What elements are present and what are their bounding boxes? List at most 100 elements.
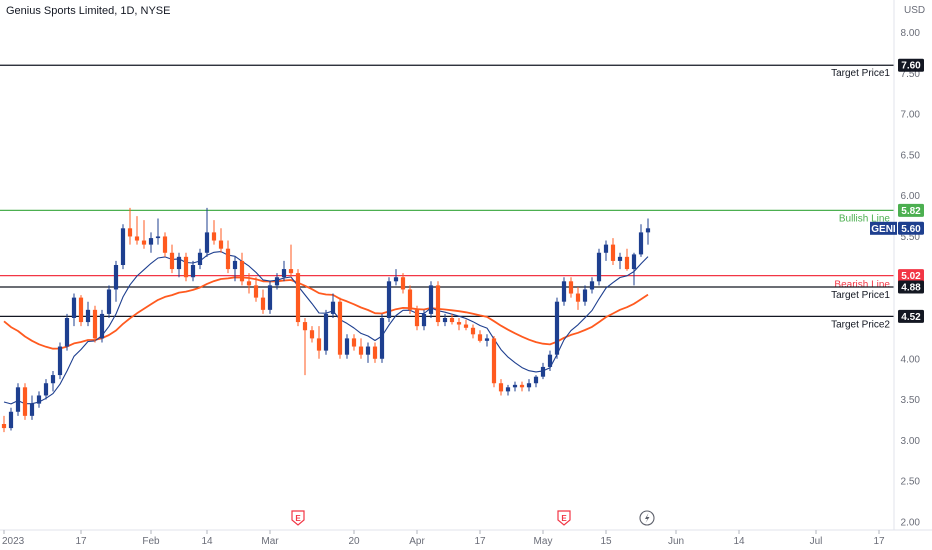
candle — [8, 407, 14, 431]
candle — [281, 260, 287, 282]
candle — [379, 313, 385, 363]
candle — [162, 232, 168, 257]
candle — [183, 252, 189, 282]
candle — [435, 281, 441, 327]
candle-body — [141, 240, 147, 245]
candle-body — [379, 318, 385, 359]
candle — [568, 277, 574, 298]
candle — [323, 309, 329, 355]
time-axis[interactable]: 2023 17 Feb 14 Mar 20 Apr 17 May 15 Jun 14 Jul 17 — [2, 530, 885, 547]
candle — [428, 281, 434, 318]
lightning-icon[interactable] — [639, 510, 655, 526]
candle-body — [204, 232, 210, 253]
candle — [155, 218, 161, 245]
time-tick-label: Jun — [668, 536, 684, 547]
candle-body — [169, 252, 175, 270]
candle — [589, 277, 595, 294]
candle — [645, 218, 651, 245]
candle-body — [274, 277, 280, 286]
candle — [386, 277, 392, 323]
candle-body — [225, 248, 231, 270]
candle-body — [540, 366, 546, 377]
candle — [253, 277, 259, 302]
candle — [197, 248, 203, 270]
candle — [477, 330, 483, 343]
candle-body — [330, 301, 336, 314]
price-tick-label: 8.00 — [901, 28, 921, 39]
earnings-marker-icon[interactable]: E — [557, 510, 571, 526]
candle — [358, 338, 364, 359]
candle-body — [43, 383, 49, 396]
candle-body — [603, 244, 609, 253]
slow-moving-average-line — [3, 276, 649, 350]
candle-body — [526, 383, 532, 388]
candle-body — [596, 252, 602, 282]
candle-body — [302, 322, 308, 331]
candle — [372, 342, 378, 363]
candle-body — [176, 256, 182, 270]
candle — [491, 335, 497, 388]
candle — [92, 305, 98, 343]
earnings-marker-icon[interactable]: E — [291, 510, 305, 526]
level-label-1: Bullish Line — [839, 213, 891, 224]
candle-body — [617, 256, 623, 261]
candle-body — [267, 285, 273, 310]
candle-body — [505, 387, 511, 392]
candle — [316, 326, 322, 359]
candle-body — [134, 236, 140, 241]
candle — [547, 350, 553, 371]
candle-body — [57, 346, 63, 376]
candle — [106, 285, 112, 318]
candle — [57, 342, 63, 380]
candle — [148, 232, 154, 253]
candle-body — [365, 346, 371, 355]
price-tick-label: 6.50 — [901, 150, 921, 161]
candle — [64, 313, 70, 351]
candle-body — [281, 269, 287, 278]
price-badges: 7.60 5.82 5.024.88 4.52 GENI 5.60 — [870, 58, 924, 323]
candle — [498, 379, 504, 396]
candle-body — [519, 384, 525, 388]
candle-body — [71, 297, 77, 318]
candle-body — [246, 281, 252, 286]
candle — [120, 224, 126, 270]
candle — [274, 273, 280, 290]
candle-body — [358, 346, 364, 355]
candle — [99, 309, 105, 343]
candle — [22, 383, 28, 420]
last-price-badge — [898, 221, 924, 235]
candle-body — [85, 309, 91, 323]
price-tick-label: 3.00 — [901, 436, 921, 447]
candle — [365, 342, 371, 363]
candle-body — [260, 297, 266, 310]
level-badge-1-text: 5.82 — [901, 206, 921, 217]
last-price-badge-symbol-bg — [870, 221, 897, 235]
candle — [456, 318, 462, 331]
candle-body — [400, 277, 406, 290]
price-tick-label: 4.00 — [901, 354, 921, 365]
price-tick-label: 2.50 — [901, 477, 921, 488]
candle-body — [645, 228, 651, 233]
candle — [470, 324, 476, 339]
candle-body — [554, 301, 560, 355]
earnings-marker-label: E — [295, 514, 301, 523]
level-label-0: Target Price1 — [831, 68, 890, 79]
candle-body — [239, 260, 245, 282]
candle-body — [190, 265, 196, 278]
level-badge-2 — [898, 269, 924, 283]
candle-body — [386, 281, 392, 318]
candle-body — [414, 309, 420, 327]
candle-body — [316, 338, 322, 351]
candle — [127, 207, 133, 245]
candle-body — [218, 240, 224, 249]
candle-body — [337, 301, 343, 355]
candle-body — [407, 289, 413, 310]
time-tick-label: May — [534, 536, 553, 547]
candle-body — [631, 254, 637, 270]
candle — [260, 289, 266, 314]
candle — [414, 305, 420, 331]
candle — [540, 362, 546, 380]
candle-body — [421, 313, 427, 327]
